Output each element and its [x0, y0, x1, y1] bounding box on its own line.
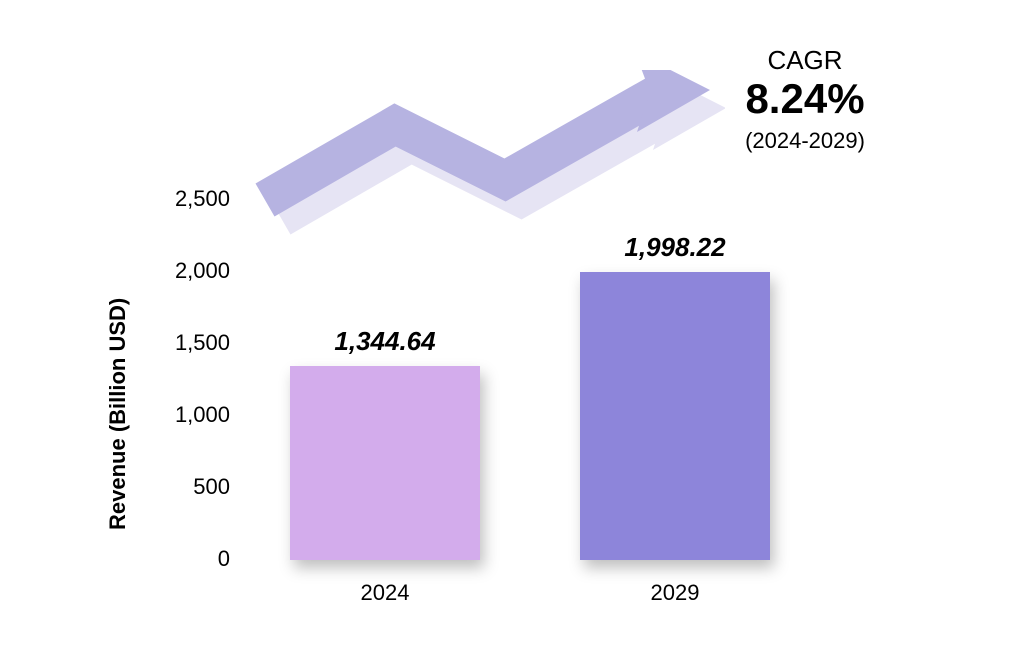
- x-category-label: 2024: [290, 580, 480, 606]
- cagr-title: CAGR: [690, 45, 920, 76]
- y-tick-label: 500: [0, 474, 230, 500]
- growth-arrow-icon: [255, 70, 725, 240]
- y-tick-label: 2,500: [0, 186, 230, 212]
- cagr-value: 8.24%: [690, 75, 920, 123]
- bar-2024: [290, 366, 480, 560]
- bar-2029: [580, 272, 770, 560]
- chart-stage: Revenue (Billion USD) CAGR 8.24% (2024-2…: [0, 0, 1025, 671]
- y-tick-label: 2,000: [0, 258, 230, 284]
- y-tick-label: 0: [0, 546, 230, 572]
- x-category-label: 2029: [580, 580, 770, 606]
- y-tick-label: 1,500: [0, 330, 230, 356]
- bar-value-label: 1,998.22: [550, 232, 800, 263]
- bar-value-label: 1,344.64: [260, 326, 510, 357]
- y-tick-label: 1,000: [0, 402, 230, 428]
- cagr-range: (2024-2029): [690, 128, 920, 154]
